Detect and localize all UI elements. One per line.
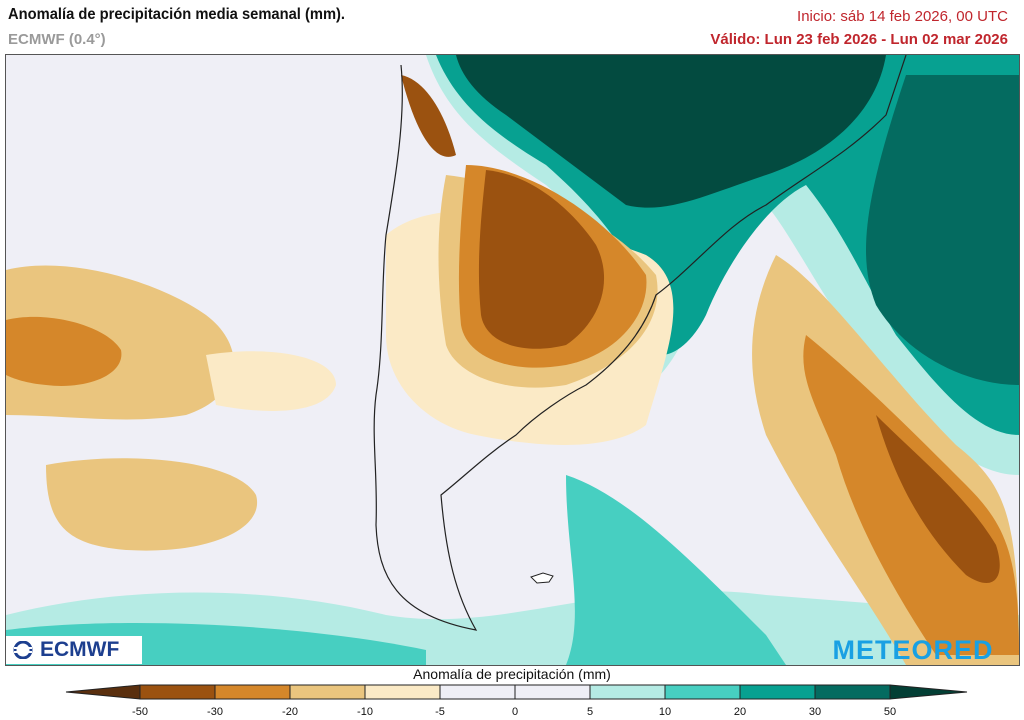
colorbar-tick-label: -30 — [207, 706, 223, 718]
south-america-coastline — [373, 55, 907, 631]
colorbar-segment — [439, 684, 516, 700]
falkland-islands — [530, 572, 554, 584]
dry-anomaly-andes — [401, 75, 456, 157]
colorbar-title: Anomalía de precipitación (mm) — [413, 666, 611, 682]
colorbar-tick-label: 20 — [733, 706, 747, 718]
colorbar-segment — [139, 684, 216, 700]
colorbar-under-triangle — [65, 684, 141, 700]
ecmwf-logo: ECMWF — [6, 636, 142, 664]
colorbar-segment — [814, 684, 891, 700]
dry-anomaly-pacific-band — [206, 351, 336, 411]
precipitation-anomaly-map — [5, 54, 1020, 666]
colorbar — [65, 684, 968, 700]
dry-anomaly-argentina-core — [478, 170, 605, 349]
colorbar-tick-label: 50 — [883, 706, 897, 718]
colorbar-segment — [514, 684, 591, 700]
colorbar-tick-label: 30 — [808, 706, 822, 718]
dry-anomaly-pacific-south — [46, 458, 258, 551]
colorbar-tick-label: 10 — [658, 706, 672, 718]
wet-anomaly-brazil-core — [456, 55, 886, 208]
dry-anomaly-pacific-core — [6, 316, 122, 386]
colorbar-tick-label: -20 — [282, 706, 298, 718]
model-label: ECMWF (0.4°) — [8, 31, 106, 48]
colorbar-segment — [364, 684, 441, 700]
colorbar-tick-label: -5 — [435, 706, 445, 718]
ecmwf-logo-text: ECMWF — [40, 638, 120, 661]
meteored-logo: METEORED — [832, 634, 994, 665]
colorbar-segment — [289, 684, 366, 700]
map-title: Anomalía de precipitación media semanal … — [8, 6, 346, 23]
colorbar-segment — [739, 684, 816, 700]
colorbar-tick-label: 0 — [511, 706, 519, 718]
map-field — [6, 55, 1019, 665]
dry-anomaly-atlantic-core — [876, 415, 1000, 584]
colorbar-over-triangle — [889, 684, 968, 700]
colorbar-tick-label: 5 — [586, 706, 594, 718]
colorbar-segment — [664, 684, 741, 700]
init-date: Inicio: sáb 14 feb 2026, 00 UTC — [797, 8, 1008, 25]
wet-anomaly-atlantic-core — [866, 75, 1019, 385]
colorbar-tick-label: -50 — [132, 706, 148, 718]
ecmwf-emblem-icon — [13, 641, 33, 659]
colorbar-segment — [214, 684, 291, 700]
colorbar-tick-label: -10 — [357, 706, 373, 718]
colorbar-segment — [589, 684, 666, 700]
valid-range: Válido: Lun 23 feb 2026 - Lun 02 mar 202… — [710, 31, 1008, 48]
wet-anomaly-southatlantic — [566, 475, 786, 665]
